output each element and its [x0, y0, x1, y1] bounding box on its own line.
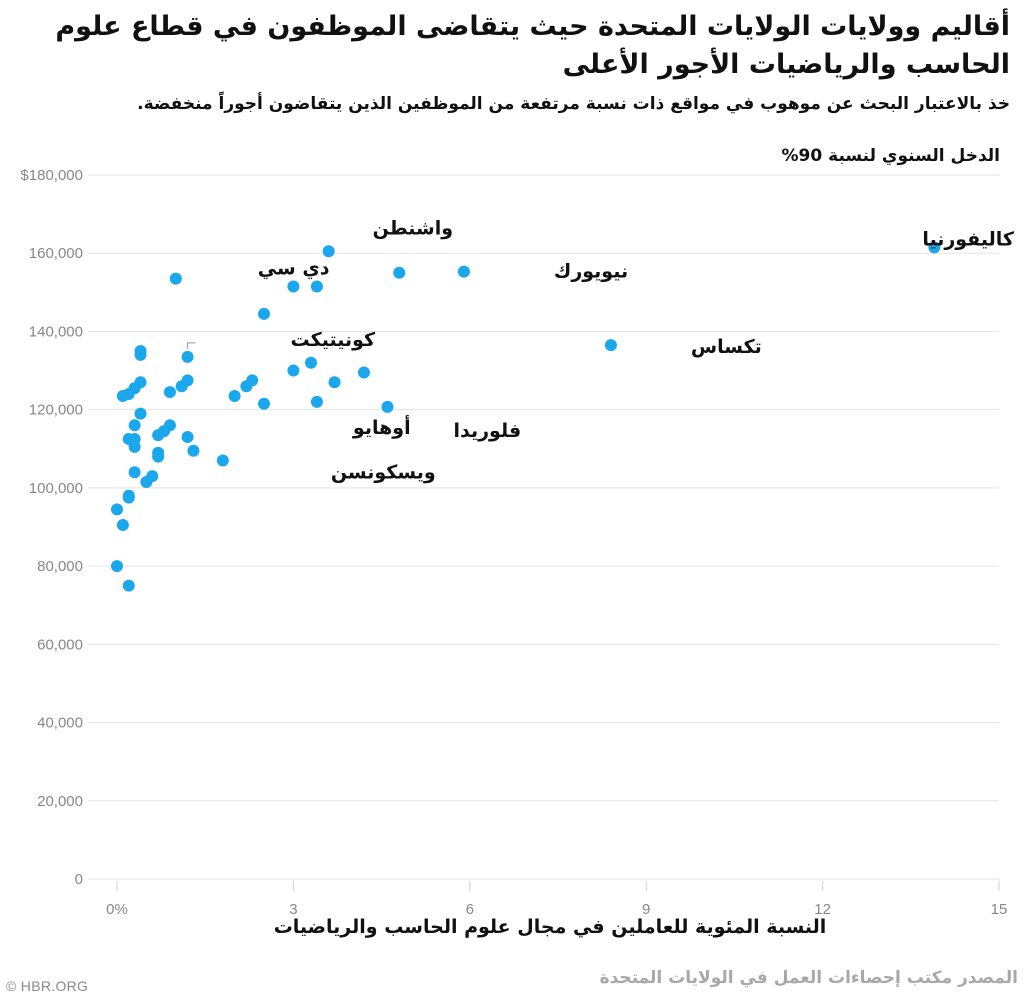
data-point [116, 389, 129, 402]
data-point-labeled [181, 350, 194, 363]
label-leader-line [187, 342, 196, 349]
y-tick-label: 0 [75, 871, 83, 888]
y-tick-label: 20,000 [37, 793, 83, 810]
data-point [240, 380, 253, 393]
data-point [152, 450, 165, 463]
scatter-chart: 0 20,000 40,000 60,000 80,000 100,000 120,000 1… [20, 167, 1015, 918]
data-point [181, 374, 194, 387]
data-point [258, 307, 270, 320]
data-point [122, 579, 135, 592]
state-label: أوهايو [352, 415, 411, 439]
state-label: دي سي [258, 258, 330, 281]
y-axis-title: الدخل السنوي لنسبة 90% [781, 146, 1001, 166]
data-point-labeled [457, 265, 470, 278]
data-point-labeled [216, 454, 229, 467]
chart-subtitle: خذ بالاعتبار البحث عن موهوب في مواقع ذات… [137, 94, 1010, 114]
y-tick-label: 100,000 [29, 480, 83, 497]
x-tick-label: 6 [466, 901, 474, 918]
state-label: تكساس [691, 336, 762, 358]
data-point [128, 466, 141, 479]
data-point [116, 519, 129, 532]
state-label: ويسكونسن [331, 462, 436, 484]
data-point [152, 429, 165, 442]
data-point [393, 266, 406, 279]
state-label: فلوريدا [453, 420, 521, 442]
data-point [134, 348, 147, 361]
leader-lines [187, 342, 196, 349]
x-tick-label: 9 [642, 901, 650, 918]
x-tick-label: 15 [991, 901, 1008, 918]
data-point-labeled [928, 241, 941, 254]
x-axis-title: النسبة المئوية للعاملين في مجال علوم الح… [273, 916, 827, 938]
grid-lines [88, 174, 1000, 891]
data-point [305, 356, 318, 369]
state-label: كونيتيكت [291, 329, 376, 351]
data-point-labeled [381, 400, 394, 413]
data-point [228, 389, 241, 402]
data-point [181, 431, 194, 444]
data-point [357, 366, 370, 379]
y-tick-label: 160,000 [29, 245, 83, 262]
data-point [163, 386, 176, 399]
chart-title: أقاليم وولايات الولايات المتحدة حيث يتقا… [55, 11, 1010, 80]
state-label: نيويورك [554, 261, 628, 283]
data-point-labeled [169, 272, 182, 285]
data-point [287, 364, 300, 377]
data-point-labeled [604, 339, 617, 352]
state-label: كاليفورنيا [922, 228, 1015, 250]
data-point [258, 397, 270, 410]
data-point [111, 560, 123, 573]
data-point [122, 491, 135, 504]
y-tick-labels: 0 20,000 40,000 60,000 80,000 100,000 120,000 1… [20, 167, 83, 888]
data-point-labeled [322, 245, 335, 258]
data-point [328, 376, 341, 389]
data-point [287, 280, 300, 293]
source-note: المصدر مكتب إحصاءات العمل في الولايات ال… [599, 968, 1018, 988]
x-tick-label: 3 [289, 901, 297, 918]
y-tick-label: 140,000 [29, 323, 83, 340]
hbr-logo: © HBR.ORG [6, 978, 89, 994]
point-labels: كاليفورنيا واشنطن نيويورك دي سي تكساس كونيتيك… [258, 217, 1015, 483]
y-tick-label: 120,000 [29, 402, 83, 419]
data-point [128, 419, 141, 432]
state-label: واشنطن [373, 217, 453, 239]
y-tick-label: 60,000 [37, 636, 83, 653]
x-tick-labels: 0% 3 6 9 12 15 [106, 901, 1007, 918]
data-point [128, 440, 141, 453]
data-point [310, 280, 323, 293]
y-tick-label: $180,000 [20, 167, 83, 184]
data-point-labeled [310, 395, 323, 408]
data-point [187, 444, 200, 457]
data-points [111, 241, 941, 592]
data-point [111, 503, 123, 516]
x-tick-label: 0% [106, 901, 128, 918]
data-point [140, 476, 153, 489]
y-tick-label: 80,000 [37, 558, 83, 575]
data-point [134, 407, 147, 420]
x-tick-label: 12 [814, 901, 831, 918]
y-tick-label: 40,000 [37, 715, 83, 732]
